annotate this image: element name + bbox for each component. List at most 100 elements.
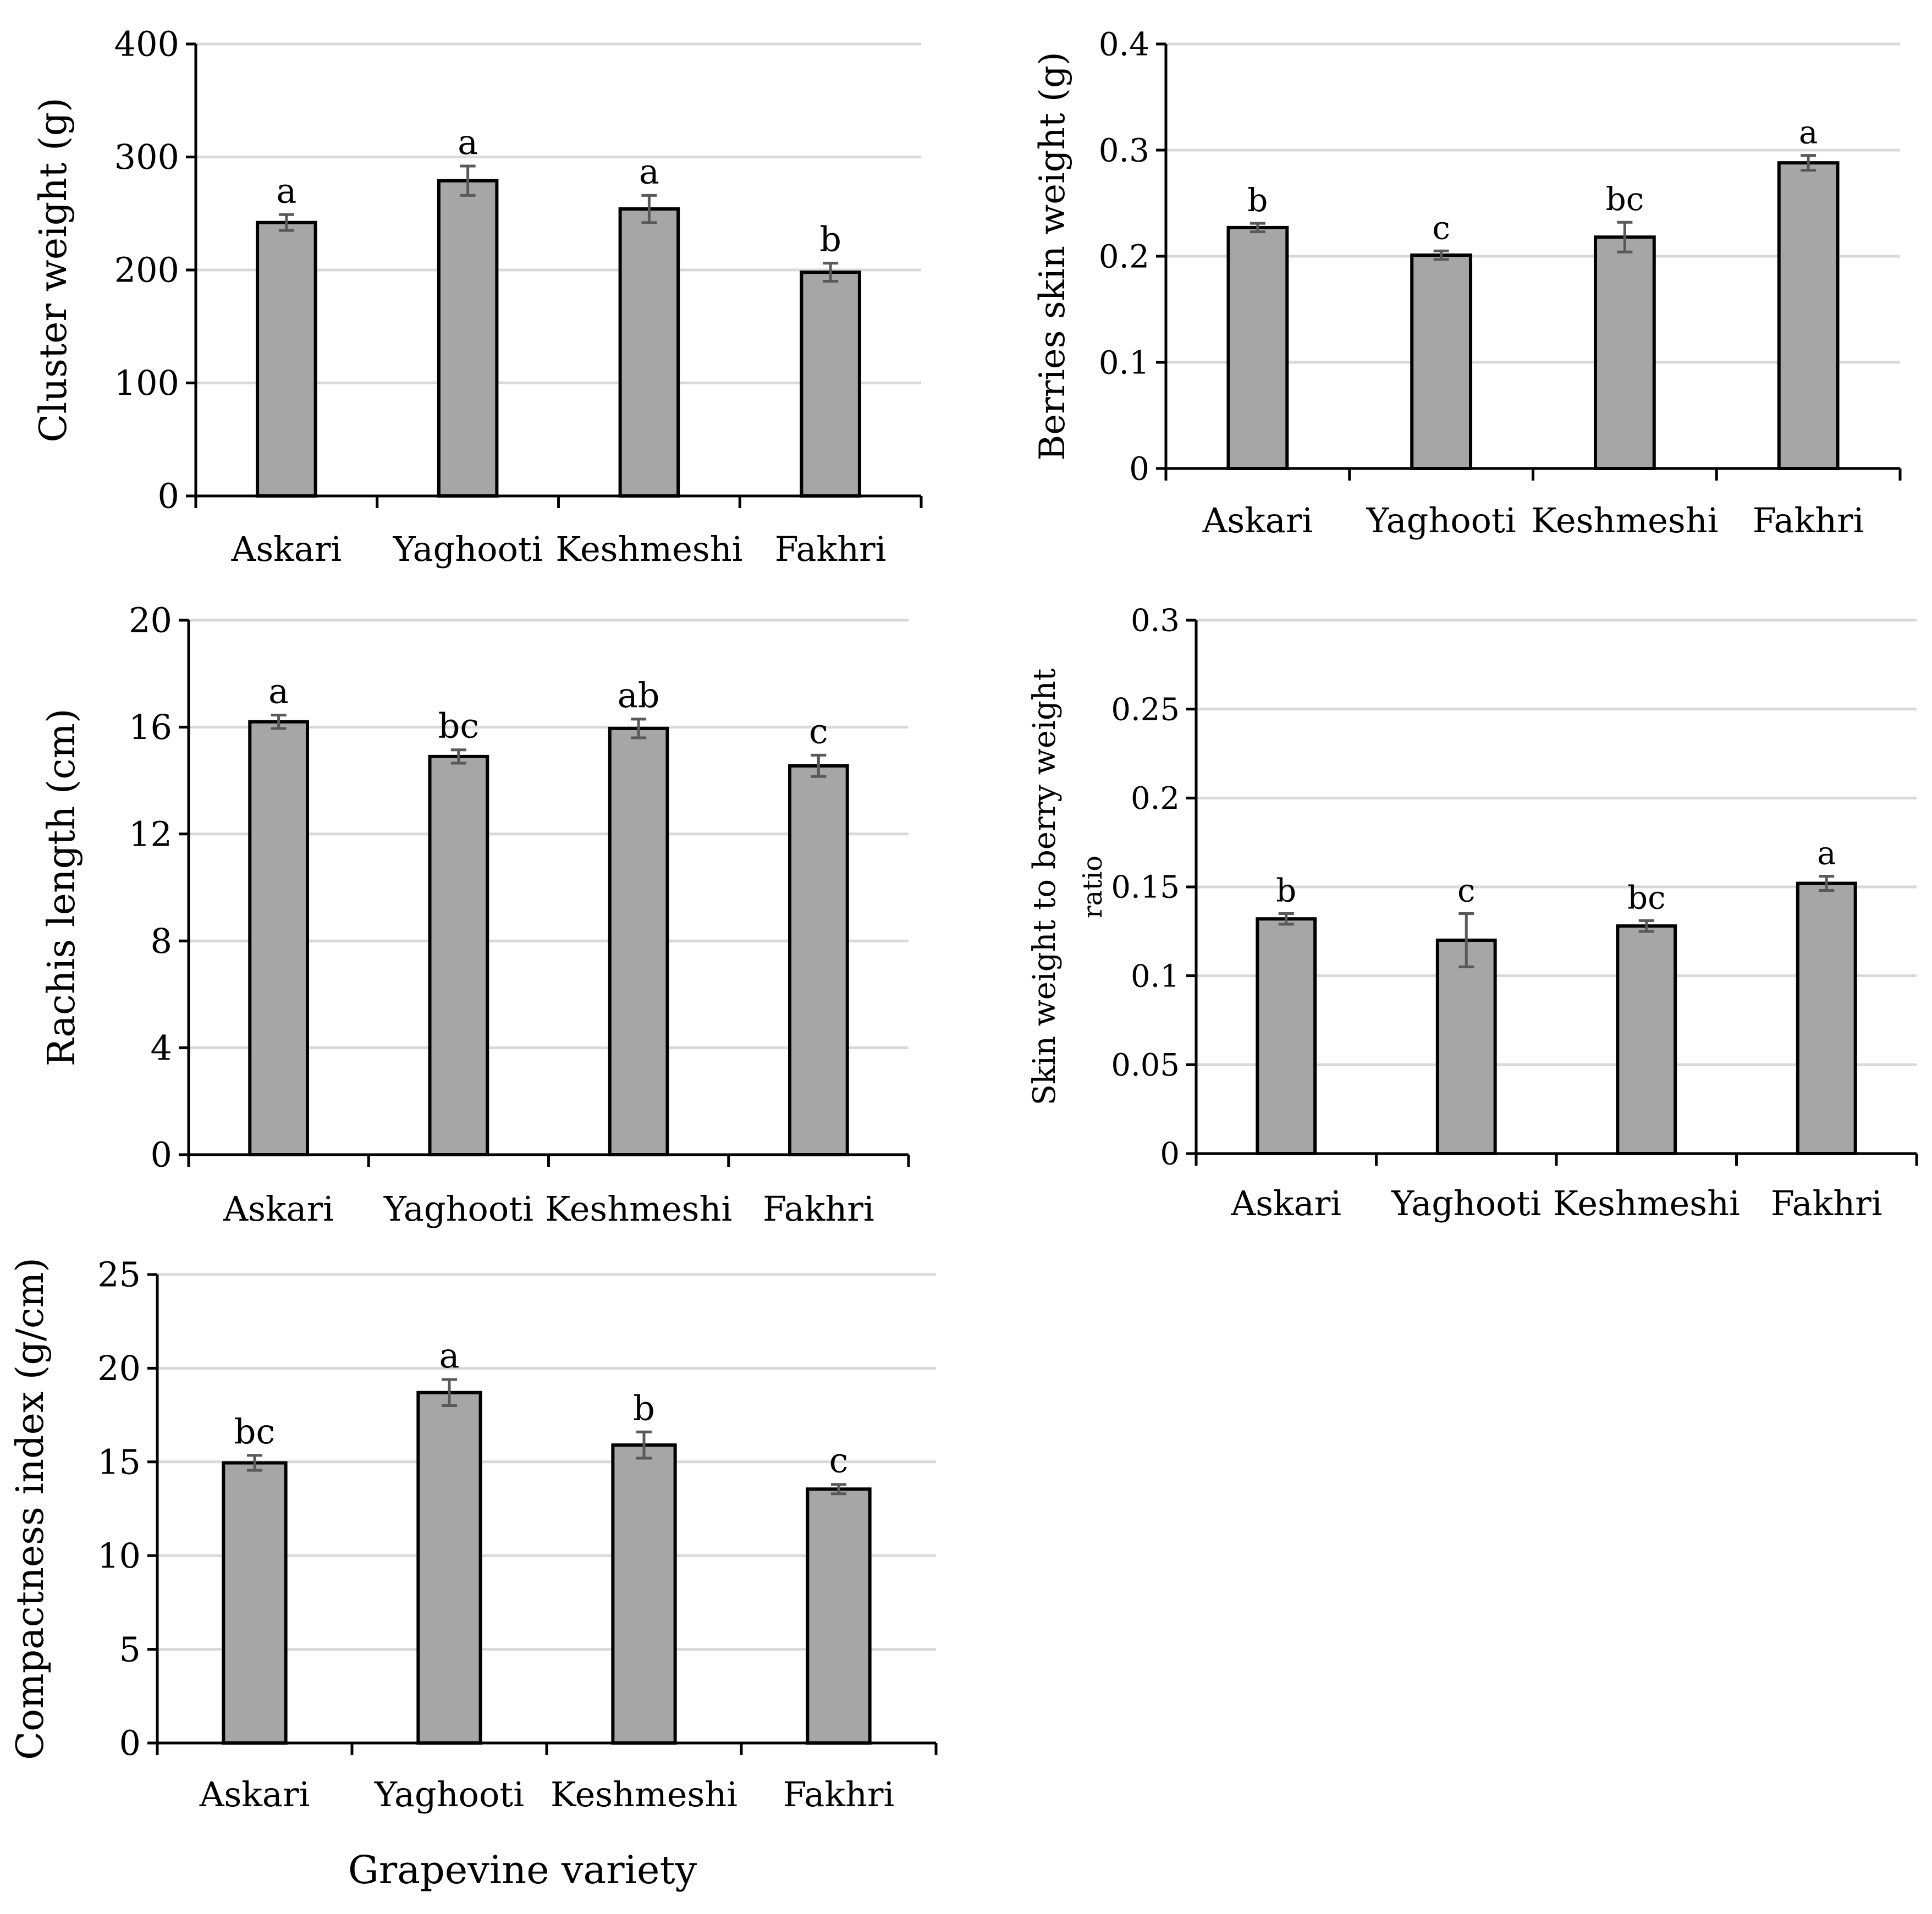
bar-askari bbox=[256, 220, 317, 498]
y-tick-label: 4 bbox=[151, 1028, 172, 1068]
bar-fakhri bbox=[788, 764, 849, 1156]
y-tick-label: 0.1 bbox=[1131, 958, 1180, 994]
significance-letter: bc bbox=[234, 1411, 275, 1452]
chart-berries-skin-weight: 0 0.1 0.2 0.3 0.4 Berries skin weight (g) b Ask… bbox=[1032, 25, 1902, 540]
x-tick-label: Askari bbox=[199, 1774, 310, 1814]
significance-letter: b bbox=[633, 1388, 655, 1428]
bar-askari bbox=[222, 1461, 288, 1745]
y-tick-label: 0 bbox=[151, 1135, 172, 1175]
significance-letter: b bbox=[1276, 872, 1296, 909]
x-tick-label: Yaghooti bbox=[374, 1774, 524, 1814]
y-axis-label: Rachis length (cm) bbox=[40, 708, 84, 1066]
y-tick-label: 0.1 bbox=[1099, 344, 1149, 381]
y-tick-label: 0 bbox=[158, 476, 179, 516]
significance-letter: c bbox=[829, 1441, 849, 1481]
y-tick-label: 0.25 bbox=[1111, 692, 1180, 727]
y-tick-label: 5 bbox=[119, 1629, 141, 1669]
significance-letter: bc bbox=[1627, 879, 1666, 916]
bar-fakhri bbox=[1777, 161, 1840, 471]
y-tick-label: 20 bbox=[97, 1348, 141, 1388]
x-tick-label: Keshmeshi bbox=[1531, 500, 1718, 540]
x-tick-label: Askari bbox=[231, 529, 342, 569]
significance-letter: ab bbox=[618, 675, 660, 715]
y-tick-label: 10 bbox=[97, 1536, 141, 1576]
bar-yaghooti bbox=[428, 754, 489, 1156]
x-tick-label: Keshmeshi bbox=[545, 1189, 732, 1229]
y-axis-label: Berries skin weight (g) bbox=[1032, 52, 1073, 461]
x-tick-label: Askari bbox=[1230, 1183, 1341, 1223]
y-tick-label: 25 bbox=[97, 1255, 141, 1295]
y-tick-label: 0 bbox=[1160, 1137, 1180, 1172]
x-tick-label: Yaghooti bbox=[393, 529, 543, 569]
y-tick-label: 12 bbox=[129, 814, 172, 854]
significance-letter: a bbox=[639, 151, 659, 191]
y-tick-label: 8 bbox=[151, 921, 172, 961]
x-tick-label: Yaghooti bbox=[383, 1189, 533, 1229]
y-axis-label: Skin weight to berry weight bbox=[1027, 668, 1063, 1105]
y-tick-label: 20 bbox=[129, 600, 172, 641]
bar-yaghooti bbox=[1410, 253, 1473, 470]
significance-letter: b bbox=[1247, 181, 1268, 219]
significance-letter: a bbox=[1817, 835, 1836, 872]
y-tick-label: 15 bbox=[97, 1442, 141, 1482]
chart-skin-to-berry-ratio: 0 0.05 0.1 0.15 0.2 0.25 0.3 Skin weight to ber… bbox=[1027, 603, 1918, 1223]
x-tick-label: Askari bbox=[1202, 500, 1313, 540]
y-axis-label: Compactness index (g/cm) bbox=[9, 1257, 52, 1760]
bar-fakhri bbox=[806, 1487, 872, 1745]
bar-yaghooti bbox=[416, 1391, 482, 1745]
significance-letter: b bbox=[819, 219, 841, 260]
y-tick-label: 0.2 bbox=[1099, 238, 1149, 275]
x-tick-label: Yaghooti bbox=[1366, 500, 1516, 540]
bar-askari bbox=[248, 720, 309, 1157]
y-tick-label: 0.2 bbox=[1131, 781, 1180, 817]
x-tick-label: Fakhri bbox=[763, 1189, 874, 1229]
x-tick-label: Keshmeshi bbox=[551, 1774, 737, 1814]
y-tick-label: 0.4 bbox=[1099, 25, 1149, 63]
y-axis-label-line2: ratio bbox=[1078, 856, 1108, 918]
significance-letter: c bbox=[1457, 872, 1475, 909]
bar-fakhri bbox=[800, 271, 861, 498]
significance-letter: c bbox=[1432, 209, 1450, 246]
x-tick-label: Keshmeshi bbox=[555, 529, 742, 569]
significance-letter: bc bbox=[1606, 180, 1644, 218]
x-tick-label: Fakhri bbox=[783, 1774, 895, 1814]
significance-letter: a bbox=[1799, 114, 1818, 151]
y-tick-label: 300 bbox=[114, 137, 179, 177]
x-tick-label: Fakhri bbox=[775, 529, 887, 569]
bar-keshmeshi bbox=[1616, 924, 1677, 1155]
significance-letter: bc bbox=[438, 706, 479, 746]
y-tick-label: 0.3 bbox=[1131, 603, 1180, 639]
y-tick-label: 0 bbox=[119, 1723, 141, 1763]
x-tick-label: Fakhri bbox=[1771, 1183, 1883, 1223]
chart-rachis-length: 0 4 8 12 16 20 Rachis length (cm) a Askari bc Yagh… bbox=[40, 600, 910, 1229]
y-tick-label: 400 bbox=[114, 24, 179, 64]
chart-cluster-weight: 0 100 200 300 400 Cluster weight (g) a Askari a Y… bbox=[32, 24, 923, 569]
bar-keshmeshi bbox=[1593, 235, 1656, 470]
figure-x-axis-label: Grapevine variety bbox=[348, 1847, 697, 1893]
y-tick-label: 0.05 bbox=[1111, 1047, 1180, 1083]
y-tick-label: 0.15 bbox=[1111, 870, 1180, 906]
y-tick-label: 100 bbox=[114, 363, 179, 403]
bar-yaghooti bbox=[437, 179, 499, 498]
x-tick-label: Fakhri bbox=[1753, 500, 1864, 540]
bar-keshmeshi bbox=[618, 207, 680, 498]
y-tick-label: 0 bbox=[1129, 450, 1149, 487]
bar-keshmeshi bbox=[611, 1443, 677, 1745]
bar-fakhri bbox=[1796, 881, 1857, 1155]
x-tick-label: Yaghooti bbox=[1391, 1183, 1541, 1223]
bar-keshmeshi bbox=[608, 726, 669, 1156]
y-tick-label: 16 bbox=[129, 707, 172, 747]
significance-letter: a bbox=[439, 1336, 460, 1376]
significance-letter: a bbox=[276, 170, 296, 211]
y-tick-label: 0.3 bbox=[1099, 131, 1149, 169]
x-tick-label: Keshmeshi bbox=[1553, 1183, 1740, 1223]
significance-letter: a bbox=[268, 671, 289, 711]
y-axis-label: Cluster weight (g) bbox=[32, 97, 75, 442]
significance-letter: a bbox=[458, 122, 478, 162]
bar-yaghooti bbox=[1435, 939, 1497, 1155]
bar-askari bbox=[1256, 917, 1317, 1155]
bar-askari bbox=[1226, 225, 1289, 470]
significance-letter: c bbox=[809, 711, 828, 751]
y-tick-label: 200 bbox=[114, 250, 179, 290]
